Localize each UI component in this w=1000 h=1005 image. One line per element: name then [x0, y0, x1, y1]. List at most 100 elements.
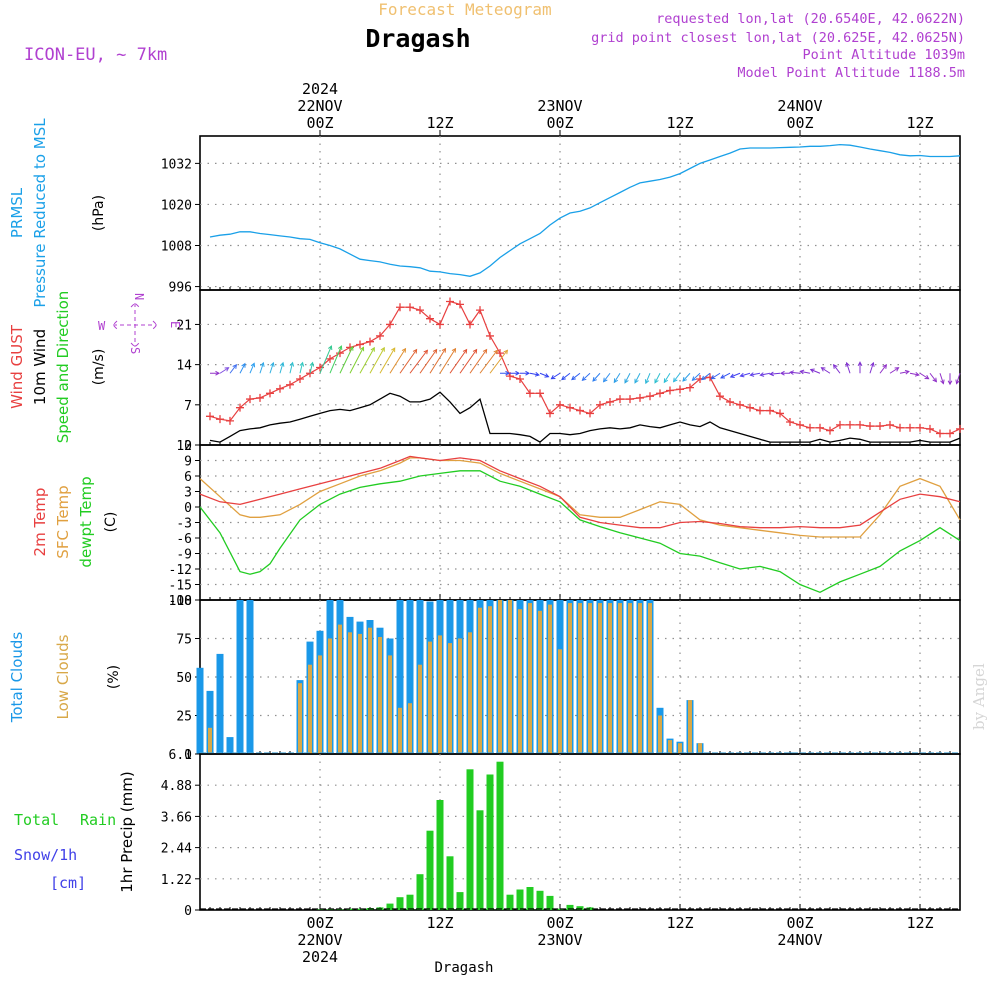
wind-direction-arrow: [760, 372, 771, 376]
wind-direction-arrow: [459, 349, 478, 374]
wind-arrow-head: [789, 370, 794, 375]
wind-direction-arrow: [899, 371, 909, 374]
wind-direction-arrow: [613, 372, 621, 383]
wind-direction-arrow: [479, 349, 498, 374]
precip-panel-frame: [199, 753, 961, 911]
top-time-label: 00Z: [786, 114, 813, 132]
temp-dewpt-label: dewpt Temp: [77, 476, 95, 567]
rain-bar: [506, 894, 514, 910]
wind-arrow-head: [462, 348, 468, 354]
gust-marker: [536, 389, 544, 398]
wind-arrow-head: [370, 346, 375, 352]
wind-arrow-head: [720, 374, 726, 379]
wind-arrow-head: [299, 361, 305, 367]
low-clouds-bar: [458, 638, 462, 754]
wind-arrow-head: [955, 379, 960, 385]
temperature-ytick-label: 0: [184, 501, 192, 516]
wind-arrow-head: [613, 378, 619, 384]
wind-direction-arrow: [319, 345, 332, 374]
wind-direction-arrow: [359, 347, 375, 374]
temperature-ytick-label: 6: [184, 470, 192, 485]
wind-direction-arrow: [821, 367, 831, 374]
rain-bar: [316, 909, 324, 910]
wind-direction-arrow: [582, 372, 591, 381]
wind-arrow-head: [947, 380, 953, 386]
low-clouds-bar: [438, 635, 442, 754]
wind-direction-arrow: [730, 372, 741, 378]
low-clouds-bar: [508, 600, 512, 754]
gust-marker: [226, 416, 234, 425]
gust-marker: [606, 397, 614, 406]
low-clouds-bar: [658, 715, 662, 754]
gust-marker: [776, 409, 784, 418]
compass-vertical: [130, 302, 140, 348]
pressure-unit: (hPa): [91, 195, 107, 231]
gust-line: [209, 300, 961, 435]
gust-marker: [306, 369, 314, 378]
wind-arrow-head: [432, 348, 438, 354]
wind-ytick-label: 14: [176, 359, 192, 374]
gust-marker: [636, 393, 644, 402]
low-clouds-bar: [378, 637, 382, 754]
low-clouds-bar: [558, 649, 562, 754]
rain-bar: [446, 856, 454, 910]
total-clouds-bar: [196, 667, 204, 754]
gust-marker: [416, 306, 424, 315]
low-clouds-bar: [368, 627, 372, 754]
low-clouds-bar: [598, 603, 602, 754]
gust-marker: [856, 420, 864, 429]
gust-marker: [576, 406, 584, 415]
pressure-ytick-label: 1020: [161, 198, 192, 213]
wind-direction-arrow: [645, 373, 651, 384]
wind-direction-arrow: [429, 348, 446, 374]
gust-marker: [896, 423, 904, 432]
wind-direction-arrow: [663, 372, 671, 383]
rain-bar: [496, 761, 504, 910]
low-clouds-bar: [498, 600, 502, 754]
gust-marker: [736, 400, 744, 409]
clouds-ytick-label: 100: [169, 594, 192, 609]
compass-south: S: [128, 347, 142, 354]
wind-arrow-head: [729, 373, 735, 378]
total-clouds-bar: [246, 600, 254, 754]
rain-bar: [456, 892, 464, 910]
temperature-ytick-label: 3: [184, 486, 192, 501]
wind-direction-arrow: [869, 362, 874, 374]
top-time-label: 00Z: [306, 114, 333, 132]
wind-direction-arrow: [219, 367, 229, 374]
gust-marker: [816, 423, 824, 432]
wind-direction-arrow: [800, 370, 811, 374]
clouds-ytick-label: 25: [176, 710, 192, 725]
wind-arrow-head: [327, 345, 333, 351]
low-clouds-bar: [608, 603, 612, 754]
model-label: ICON-EU, ~ 7km: [24, 45, 167, 65]
rain-bar: [476, 810, 484, 910]
low-clouds-bar: [618, 603, 622, 754]
wind-arrow-head: [525, 370, 531, 376]
wind-arrow-head: [224, 367, 230, 372]
wind-arrow-head: [904, 369, 910, 375]
wind-direction-arrow: [289, 362, 294, 374]
wind-arrow-head: [940, 379, 945, 385]
gust-marker: [676, 385, 684, 394]
low-clouds-bar: [648, 603, 652, 754]
wind-arrow-head: [682, 376, 687, 382]
wind-arrow-head: [663, 378, 669, 384]
wind-arrow-head: [592, 376, 597, 382]
clouds-ytick-label: 50: [176, 671, 192, 686]
product-title: Forecast Meteogram: [378, 0, 551, 19]
wind-speed-dir-label: Speed and Direction: [54, 291, 72, 444]
gust-marker: [946, 429, 954, 438]
temperature-ytick-label: -3: [176, 517, 192, 532]
gust-marker: [356, 340, 364, 349]
total-clouds-bar: [396, 600, 404, 754]
wind-arrow-head: [644, 379, 650, 385]
low-clouds-bar: [418, 664, 422, 754]
top-time-label: 22NOV: [297, 97, 342, 115]
total-clouds-label: Total Clouds: [8, 632, 26, 724]
precip-ytick-label: 6.1: [169, 748, 192, 763]
clouds-ytick-label: 0: [184, 748, 192, 763]
gust-marker: [286, 380, 294, 389]
top-time-label: 2024: [302, 80, 338, 98]
gust-marker: [406, 303, 414, 312]
